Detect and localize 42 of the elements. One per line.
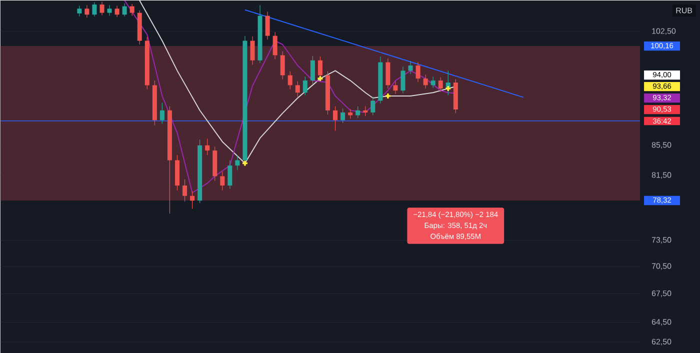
candlestick bbox=[340, 108, 346, 124]
point bbox=[444, 85, 452, 92]
candlestick bbox=[386, 58, 390, 89]
candlestick bbox=[182, 178, 188, 202]
candlestick bbox=[205, 138, 210, 156]
candlestick bbox=[100, 1, 104, 16]
candlestick bbox=[333, 106, 338, 132]
candlestick bbox=[107, 4, 112, 16]
point bbox=[242, 160, 248, 167]
candlestick bbox=[348, 108, 353, 119]
candlestick bbox=[438, 76, 443, 92]
candlestick bbox=[302, 76, 308, 96]
candlestick bbox=[250, 36, 255, 65]
candlestick bbox=[430, 76, 436, 88]
line-series bbox=[124, 0, 456, 194]
candlestick bbox=[92, 2, 97, 17]
candlestick bbox=[190, 190, 195, 209]
candlestick bbox=[160, 102, 164, 124]
candlestick bbox=[356, 106, 360, 118]
candlestick bbox=[220, 171, 225, 191]
candlestick bbox=[363, 106, 368, 116]
candlestick bbox=[272, 32, 278, 60]
candlestick bbox=[310, 55, 315, 84]
candlestick bbox=[84, 4, 90, 18]
candlestick bbox=[130, 4, 134, 16]
candlestick bbox=[423, 74, 428, 89]
candlestick bbox=[235, 154, 240, 170]
candlestick bbox=[122, 2, 127, 17]
candlestick bbox=[280, 50, 285, 80]
candlestick bbox=[265, 11, 270, 40]
candlestick bbox=[228, 160, 232, 189]
candlestick bbox=[370, 96, 376, 116]
candlestick bbox=[416, 62, 420, 82]
candlestick bbox=[408, 60, 413, 74]
candlestick bbox=[114, 5, 120, 18]
candlestick bbox=[295, 80, 300, 97]
candlestick bbox=[393, 80, 398, 94]
candlestick bbox=[77, 5, 82, 17]
candlestick bbox=[288, 70, 292, 90]
point bbox=[316, 75, 324, 82]
line-series bbox=[139, 0, 456, 164]
candlestick bbox=[400, 66, 406, 94]
